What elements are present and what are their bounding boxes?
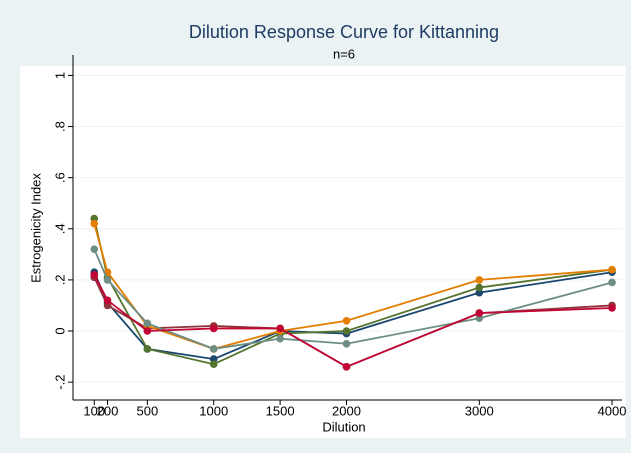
series-line	[93, 218, 613, 366]
y-tick-label: 0	[52, 327, 67, 334]
chart-subtitle: n=6	[333, 46, 355, 61]
x-tick-label: 3000	[465, 403, 494, 418]
y-axis-label: Estrogenicity Index	[28, 173, 43, 283]
x-tick-label: 100	[83, 403, 105, 418]
data-point	[342, 327, 351, 335]
data-point	[475, 309, 484, 317]
data-point	[276, 334, 284, 343]
data-point	[342, 316, 351, 325]
data-point	[209, 345, 218, 353]
x-tick-label: 2000	[332, 403, 361, 418]
series-line	[93, 271, 613, 361]
data-point	[103, 296, 112, 305]
y-tick-label: -.2	[52, 375, 67, 390]
data-point	[103, 276, 112, 284]
data-point	[143, 327, 152, 335]
y-tick-label: .8	[52, 121, 67, 132]
series-line	[93, 223, 613, 350]
x-tick-label: 500	[136, 403, 158, 418]
data-point	[90, 245, 99, 254]
data-point	[143, 319, 152, 328]
x-tick-label: 200	[97, 403, 119, 418]
data-point	[342, 362, 351, 371]
data-point	[475, 276, 484, 284]
data-point	[608, 304, 616, 312]
y-tick-label: .6	[52, 172, 67, 183]
data-point	[143, 345, 152, 353]
series-line	[93, 274, 613, 368]
data-point	[342, 339, 351, 348]
data-point	[209, 324, 218, 333]
y-tick-label: 1	[52, 72, 67, 79]
data-point	[608, 278, 616, 287]
chart-title: Dilution Response Curve for Kittanning	[189, 22, 499, 42]
x-tick-label: 1000	[199, 403, 228, 418]
y-tick-label: .2	[52, 274, 67, 285]
data-point	[209, 360, 218, 369]
y-tick-label: .4	[52, 223, 67, 234]
x-axis-label: Dilution	[322, 419, 365, 434]
x-tick-label: 4000	[598, 403, 627, 418]
data-point	[90, 219, 99, 228]
plot-region	[20, 66, 626, 438]
data-point	[475, 283, 484, 292]
x-tick-label: 1500	[266, 403, 295, 418]
data-point	[608, 265, 616, 274]
data-point	[90, 270, 99, 279]
data-point	[276, 324, 284, 333]
